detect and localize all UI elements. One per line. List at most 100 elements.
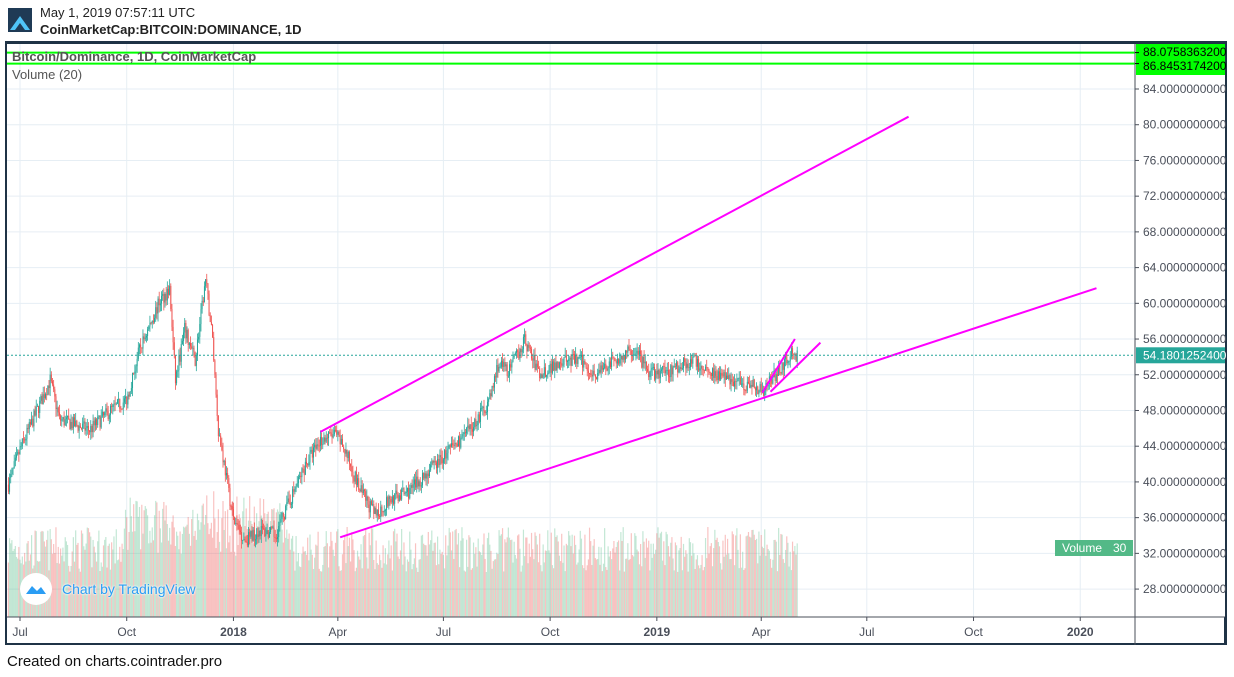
volume-bar bbox=[391, 570, 393, 617]
y-tick-label: 68.0000000000 bbox=[1143, 225, 1227, 239]
volume-bar bbox=[517, 535, 519, 617]
volume-bar bbox=[398, 558, 400, 617]
candle-body bbox=[80, 428, 82, 429]
candle-body bbox=[294, 489, 296, 492]
volume-bar bbox=[440, 553, 442, 617]
candle-body bbox=[493, 376, 495, 388]
volume-bar bbox=[598, 546, 600, 617]
candle-body bbox=[437, 458, 439, 469]
volume-bar bbox=[449, 532, 451, 617]
volume-bar bbox=[61, 555, 63, 617]
candle-body bbox=[41, 396, 43, 405]
candle-body bbox=[722, 375, 724, 377]
candle-body bbox=[448, 445, 450, 449]
volume-bar bbox=[138, 506, 141, 617]
volume-bar bbox=[178, 549, 180, 617]
volume-bar bbox=[652, 543, 654, 617]
candle-body bbox=[254, 539, 256, 541]
volume-bar bbox=[427, 531, 429, 617]
tradingview-watermark[interactable]: Chart by TradingView bbox=[20, 573, 196, 605]
candle-body bbox=[570, 357, 572, 366]
volume-bar bbox=[295, 536, 297, 617]
candle-body bbox=[183, 332, 185, 341]
volume-bar bbox=[296, 561, 298, 617]
volume-bar bbox=[279, 503, 281, 617]
candle-body bbox=[76, 420, 78, 426]
series-legend[interactable]: Bitcoin/Dominance, 1D, CoinMarketCap bbox=[12, 49, 257, 64]
candle-body bbox=[398, 495, 400, 502]
volume-bar bbox=[732, 534, 734, 617]
volume-bar bbox=[430, 540, 432, 617]
volume-bar bbox=[55, 527, 57, 617]
candle-body bbox=[101, 411, 103, 417]
candle-body bbox=[482, 406, 484, 408]
volume-bar bbox=[231, 501, 233, 617]
volume-bar bbox=[410, 549, 412, 617]
candle-body bbox=[432, 461, 434, 463]
candle-body bbox=[707, 367, 709, 371]
candle-body bbox=[593, 370, 595, 375]
volume-legend[interactable]: Volume (20) bbox=[12, 67, 83, 82]
volume-bar bbox=[461, 527, 463, 617]
candle-body bbox=[440, 455, 442, 458]
volume-bar bbox=[315, 544, 317, 617]
candle-body bbox=[503, 362, 505, 367]
volume-bar bbox=[644, 557, 646, 617]
volume-bar bbox=[282, 542, 284, 617]
volume-bar bbox=[572, 553, 574, 617]
volume-bar bbox=[285, 537, 287, 617]
candle-body bbox=[199, 324, 201, 337]
candle-body bbox=[419, 481, 421, 487]
candle-body bbox=[644, 361, 646, 364]
candle-body bbox=[150, 322, 152, 324]
y-tick-label: 32.0000000000 bbox=[1143, 546, 1227, 560]
volume-bar bbox=[181, 533, 183, 617]
volume-bar bbox=[464, 571, 467, 617]
volume-bar bbox=[700, 564, 702, 617]
volume-bar bbox=[459, 567, 461, 617]
volume-bar bbox=[641, 566, 643, 617]
candle-body bbox=[109, 406, 111, 416]
candle-body bbox=[667, 369, 669, 377]
volume-bar bbox=[794, 545, 796, 617]
volume-bar bbox=[280, 522, 282, 617]
candle-body bbox=[576, 354, 578, 364]
volume-bar bbox=[330, 531, 332, 617]
candle-body bbox=[141, 347, 143, 349]
candle-body bbox=[286, 502, 288, 507]
candle-body bbox=[42, 394, 44, 405]
volume-bar bbox=[338, 566, 340, 617]
candle-body bbox=[94, 419, 96, 426]
volume-bar bbox=[254, 539, 257, 617]
candle-body bbox=[321, 437, 323, 445]
candle-body bbox=[511, 361, 513, 368]
volume-bar bbox=[362, 536, 364, 617]
volume-bar bbox=[263, 499, 265, 617]
candle-body bbox=[562, 364, 564, 366]
volume-bar bbox=[746, 535, 748, 617]
candle-body bbox=[792, 348, 794, 354]
candle-body bbox=[551, 361, 553, 373]
volume-bar bbox=[551, 565, 554, 617]
candle-body bbox=[621, 355, 623, 360]
volume-bar bbox=[701, 555, 703, 617]
candle-body bbox=[279, 521, 281, 526]
volume-bar bbox=[129, 497, 131, 617]
candle-body bbox=[649, 372, 651, 378]
candle-body bbox=[699, 368, 701, 371]
candle-body bbox=[785, 355, 787, 360]
volume-bar bbox=[238, 514, 240, 617]
candle-body bbox=[701, 365, 703, 370]
y-tick-label: 84.0000000000 bbox=[1143, 82, 1227, 96]
candle-body bbox=[510, 364, 512, 368]
volume-bar bbox=[348, 537, 351, 617]
candle-body bbox=[362, 489, 364, 493]
volume-bar bbox=[198, 520, 200, 617]
volume-bar bbox=[767, 549, 769, 617]
candle-body bbox=[728, 375, 730, 380]
volume-bar bbox=[172, 515, 174, 617]
volume-bar bbox=[541, 571, 543, 617]
candle-body bbox=[435, 462, 437, 469]
volume-bar bbox=[722, 540, 724, 617]
